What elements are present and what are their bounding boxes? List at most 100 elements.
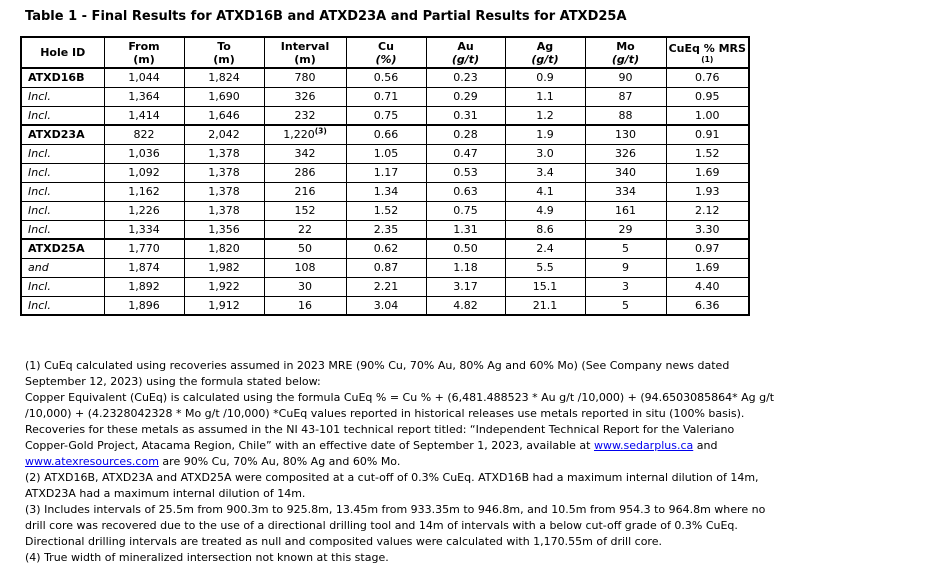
value-cell: 1,982 xyxy=(183,257,265,278)
table-row: ATXD16B 1,044 1,824 780 0.56 0.23 0.9 90 0.76 xyxy=(20,67,750,88)
value-text: 0.71 xyxy=(373,90,399,103)
value-cell: 1,378 xyxy=(183,143,265,164)
value-text: 0.75 xyxy=(373,108,399,122)
value-cell: 1.52 xyxy=(665,143,750,164)
value-cell: 0.31 xyxy=(425,105,506,126)
value-text: 1,092 xyxy=(128,166,160,179)
value-cell: 0.62 xyxy=(345,238,427,259)
value-cell: 1.31 xyxy=(425,219,506,240)
value-text: 1.2 xyxy=(536,108,554,122)
value-text: 1.52 xyxy=(373,204,399,217)
value-text: 2.21 xyxy=(373,280,399,293)
value-text: 1,044 xyxy=(128,71,160,85)
value-text: 4.1 xyxy=(536,185,554,198)
hole-id-cell: Incl. xyxy=(20,143,105,164)
value-text: 108 xyxy=(294,261,316,274)
value-cell: 1,036 xyxy=(103,143,185,164)
value-text: 1.69 xyxy=(695,261,720,274)
value-cell: 0.76 xyxy=(665,67,750,88)
column-header-to: To (m) xyxy=(183,36,265,69)
value-cell: 16 xyxy=(263,295,347,316)
value-text: 1,334 xyxy=(128,222,160,236)
value-cell: 780 xyxy=(263,67,347,88)
value-cell: 1,824 xyxy=(183,67,265,88)
value-cell: 22 xyxy=(263,219,347,240)
value-text: 161 xyxy=(615,204,636,217)
value-cell: 8.6 xyxy=(504,219,586,240)
value-cell: 1.9 xyxy=(504,124,586,145)
value-text: 2.12 xyxy=(695,204,720,217)
value-cell: 130 xyxy=(584,124,667,145)
column-header-from: From (m) xyxy=(103,36,185,69)
header-row: Hole ID From (m) To (m) Interval (m) Cu (%) Au (g/… xyxy=(20,36,750,69)
value-text: 21.1 xyxy=(532,298,558,312)
value-cell: 0.53 xyxy=(425,162,506,183)
hole-id-cell: ATXD16B xyxy=(20,67,105,88)
value-cell: 1,378 xyxy=(183,200,265,221)
value-cell: 1.34 xyxy=(345,181,427,202)
value-text: 0.66 xyxy=(373,128,399,142)
value-cell: 1,770 xyxy=(103,238,185,259)
column-header-mo: Mo (g/t) xyxy=(584,36,667,69)
value-text: 3 xyxy=(622,280,629,293)
value-cell: 326 xyxy=(263,86,347,107)
value-text: 30 xyxy=(298,280,312,293)
value-text: 1.05 xyxy=(373,147,399,160)
table-row: Incl. 1,414 1,646 232 0.75 0.31 1.2 88 1.00 xyxy=(20,105,750,126)
value-text: 1,364 xyxy=(128,90,160,103)
sedarplus-link[interactable]: www.sedarplus.ca xyxy=(593,439,694,452)
value-text: 340 xyxy=(615,166,636,179)
value-text: 326 xyxy=(615,147,636,160)
value-cell: 1.69 xyxy=(665,257,750,278)
value-text: 0.28 xyxy=(453,128,478,142)
value-text: 2,042 xyxy=(208,128,240,142)
value-cell: 5 xyxy=(584,238,667,259)
results-table-body: ATXD16B 1,044 1,824 780 0.56 0.23 0.9 90 0.76 Inc… xyxy=(20,67,750,316)
value-text: 22 xyxy=(298,222,312,236)
table-row: Incl. 1,226 1,378 152 1.52 0.75 4.9 161 2.12 xyxy=(20,200,750,221)
value-text: 1,378 xyxy=(208,204,240,217)
value-cell: 1,820 xyxy=(183,238,265,259)
hole-id-cell: ATXD25A xyxy=(20,238,105,259)
value-cell: 30 xyxy=(263,276,347,297)
value-text: 342 xyxy=(294,147,316,160)
value-text: 326 xyxy=(294,90,316,103)
value-text: 232 xyxy=(294,108,316,122)
value-text: 0.53 xyxy=(453,166,478,179)
value-cell: 3 xyxy=(584,276,667,297)
value-text: 50 xyxy=(298,242,312,256)
hole-id-cell: Incl. xyxy=(20,162,105,183)
table-row: Incl. 1,892 1,922 30 2.21 3.17 15.1 3 4.40 xyxy=(20,276,750,297)
value-cell: 0.97 xyxy=(665,238,750,259)
value-text: 1,770 xyxy=(128,242,160,256)
atexresources-link[interactable]: www.atexresources.com xyxy=(25,455,159,468)
results-table: Hole ID From (m) To (m) Interval (m) Cu (%) Au (g/… xyxy=(20,36,750,316)
footnote-text: and xyxy=(693,439,721,452)
value-cell: 1,092 xyxy=(103,162,185,183)
column-header-unit: (m) xyxy=(133,52,155,66)
value-text: 1.52 xyxy=(695,147,720,160)
interval-footnote-ref: (3) xyxy=(314,126,327,136)
value-text: 6.36 xyxy=(695,298,720,312)
column-header-unit: (g/t) xyxy=(531,52,559,66)
value-text: 780 xyxy=(294,71,316,85)
value-cell: 0.50 xyxy=(425,238,506,259)
value-text: 1,892 xyxy=(128,280,160,293)
value-cell: 1,364 xyxy=(103,86,185,107)
table-row: ATXD25A 1,770 1,820 50 0.62 0.50 2.4 5 0.97 xyxy=(20,238,750,259)
value-cell: 1,414 xyxy=(103,105,185,126)
value-cell: 0.23 xyxy=(425,67,506,88)
value-cell: 5.5 xyxy=(504,257,586,278)
value-cell: 2.21 xyxy=(345,276,427,297)
value-text: 1,378 xyxy=(208,185,240,198)
value-cell: 1.2 xyxy=(504,105,586,126)
footnote-paragraph-1: (1) CuEq calculated using recoveries ass… xyxy=(25,358,780,470)
value-cell: 0.28 xyxy=(425,124,506,145)
column-header-label: CuEq % MRS xyxy=(668,41,746,55)
value-text: 1.18 xyxy=(453,261,478,274)
value-cell: 0.47 xyxy=(425,143,506,164)
column-header-unit: (m) xyxy=(213,52,235,66)
value-text: 4.82 xyxy=(453,298,478,312)
value-text: 8.6 xyxy=(536,222,554,236)
